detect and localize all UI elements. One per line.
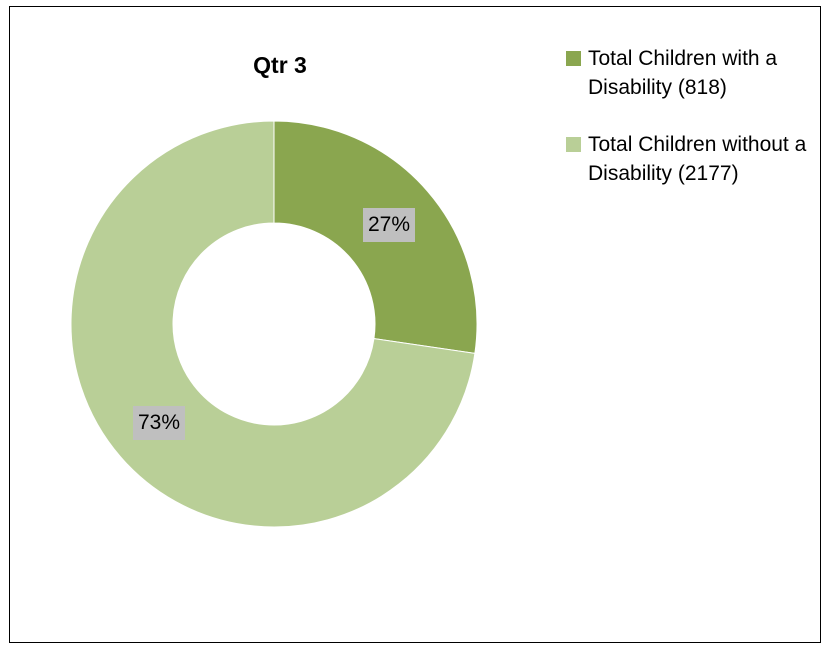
chart-title: Qtr 3 xyxy=(253,52,307,78)
legend: Total Children with a Disability (818) T… xyxy=(566,44,821,216)
legend-item-with-disability: Total Children with a Disability (818) xyxy=(566,44,821,102)
legend-swatch xyxy=(566,137,581,152)
data-label-with-disability: 27% xyxy=(362,207,416,242)
legend-label: Total Children without a Disability (217… xyxy=(588,133,807,185)
data-label-without-disability: 73% xyxy=(133,406,186,441)
legend-label: Total Children with a Disability (818) xyxy=(588,47,778,99)
legend-item-without-disability: Total Children without a Disability (217… xyxy=(566,130,821,188)
legend-swatch xyxy=(566,51,581,66)
